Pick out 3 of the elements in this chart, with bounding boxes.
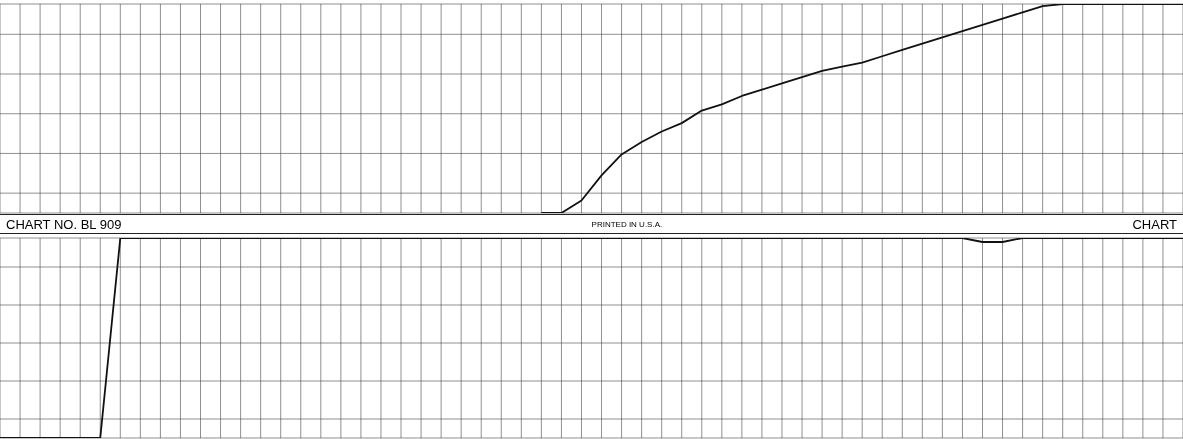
- text: CHART: [1132, 216, 1177, 232]
- text: CHART NO. BL 909: [6, 216, 122, 232]
- text: PRINTED IN U.S.A.: [591, 219, 663, 229]
